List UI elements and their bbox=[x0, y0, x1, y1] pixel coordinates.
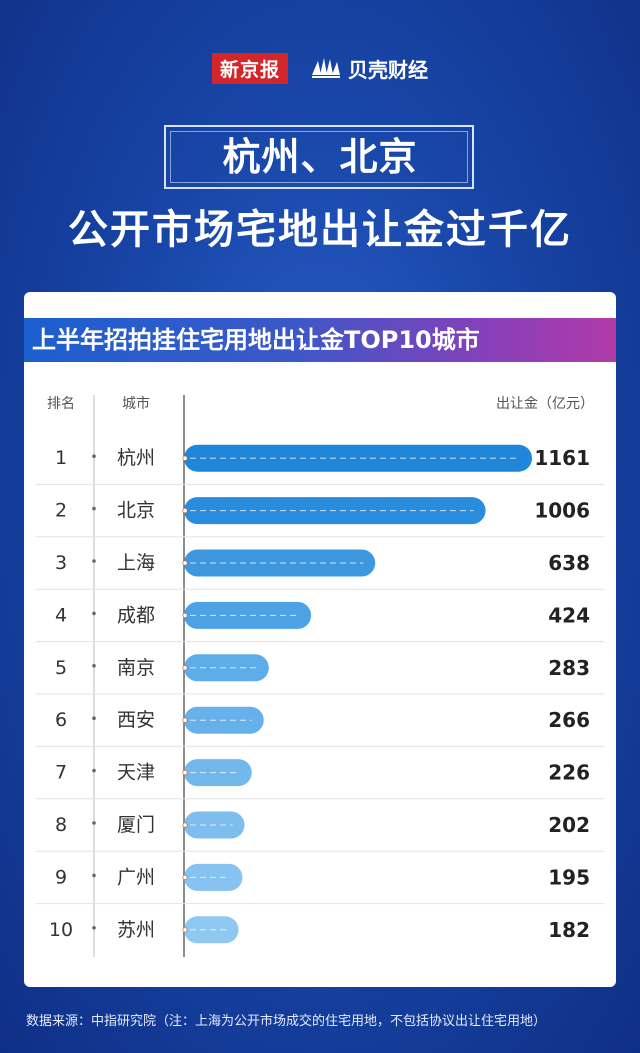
bar bbox=[184, 444, 532, 472]
bar-start-dot bbox=[182, 717, 188, 723]
bar-start-dot bbox=[182, 455, 188, 461]
city-label: 广州 bbox=[117, 866, 155, 888]
column-header-rank: 排名 bbox=[47, 396, 75, 412]
chart-title: 上半年招拍挂住宅用地出让金TOP10城市 bbox=[32, 326, 480, 354]
xinjingbao-logo: 新京报 bbox=[211, 52, 288, 84]
bar-chart: 排名 城市 出让金（亿元） 1 杭州 1161 2 北京 1006 3 上海 638 4 成都 424… bbox=[36, 395, 604, 957]
rank-label: 9 bbox=[55, 866, 67, 888]
divider-dot bbox=[92, 716, 96, 720]
city-label: 北京 bbox=[117, 500, 155, 522]
beike-caijing-text: 贝壳财经 bbox=[348, 57, 428, 82]
bar-start-dot bbox=[182, 612, 188, 618]
bar-start-dot bbox=[182, 665, 188, 671]
rank-label: 5 bbox=[55, 657, 67, 679]
divider-dot bbox=[92, 664, 96, 668]
rank-label: 6 bbox=[55, 709, 67, 731]
city-label: 西安 bbox=[117, 709, 155, 731]
bar-start-dot bbox=[182, 560, 188, 566]
title-frame bbox=[164, 125, 474, 189]
city-label: 天津 bbox=[117, 762, 155, 784]
value-label: 424 bbox=[548, 603, 590, 627]
city-label: 成都 bbox=[117, 604, 155, 626]
bar bbox=[184, 654, 269, 682]
divider-dot bbox=[92, 454, 96, 458]
shell-icon bbox=[312, 58, 340, 78]
column-header-city: 城市 bbox=[122, 395, 150, 412]
divider-dot bbox=[92, 873, 96, 878]
rank-label: 1 bbox=[55, 447, 67, 469]
divider-dot bbox=[92, 926, 96, 930]
page-title-line2: 公开市场宅地出让金过千亿 bbox=[68, 207, 572, 253]
value-label: 226 bbox=[548, 761, 590, 785]
bar-start-dot bbox=[182, 822, 188, 828]
value-label: 283 bbox=[548, 656, 590, 680]
city-label: 南京 bbox=[117, 657, 155, 679]
chart-banner: 上半年招拍挂住宅用地出让金TOP10城市 bbox=[24, 318, 616, 362]
city-label: 苏州 bbox=[117, 919, 155, 941]
divider-dot bbox=[92, 768, 96, 773]
bar bbox=[184, 759, 252, 787]
rank-label: 4 bbox=[55, 604, 67, 626]
rank-label: 7 bbox=[55, 762, 67, 784]
value-label: 1006 bbox=[534, 499, 590, 523]
value-label: 195 bbox=[548, 865, 590, 889]
bar-start-dot bbox=[182, 508, 188, 514]
divider-dot bbox=[92, 506, 96, 511]
bar-start-dot bbox=[182, 874, 188, 881]
value-label: 182 bbox=[548, 918, 590, 942]
rank-label: 3 bbox=[55, 552, 67, 574]
city-label: 杭州 bbox=[117, 447, 155, 469]
city-label: 上海 bbox=[117, 552, 155, 574]
bar bbox=[184, 601, 312, 629]
value-label: 1161 bbox=[534, 446, 590, 470]
divider-dot bbox=[92, 559, 96, 563]
divider-dot bbox=[92, 821, 96, 825]
city-label: 厦门 bbox=[117, 814, 155, 836]
footer-source-note: 数据来源：中指研究院（注：上海为公开市场成交的住宅用地，不包括协议出让住宅用地） bbox=[26, 1014, 547, 1029]
page-title-line1: 杭州、北京 bbox=[222, 135, 418, 179]
rank-label: 10 bbox=[49, 919, 73, 941]
value-label: 638 bbox=[548, 551, 590, 575]
rank-label: 2 bbox=[55, 500, 67, 522]
rank-label: 8 bbox=[55, 814, 67, 836]
bar-start-dot bbox=[182, 927, 188, 933]
header: 新京报 贝壳财经 bbox=[0, 52, 640, 84]
column-header-value: 出让金（亿元） bbox=[496, 396, 594, 412]
value-label: 202 bbox=[548, 813, 590, 837]
chart-card: 上半年招拍挂住宅用地出让金TOP10城市 排名 城市 出让金（亿元） 1 杭州 11… bbox=[24, 292, 616, 987]
bar bbox=[184, 549, 376, 577]
beike-caijing-logo: 贝壳财经 bbox=[310, 54, 428, 83]
bar-start-dot bbox=[182, 769, 188, 776]
value-label: 266 bbox=[548, 708, 590, 732]
divider-dot bbox=[92, 611, 96, 616]
